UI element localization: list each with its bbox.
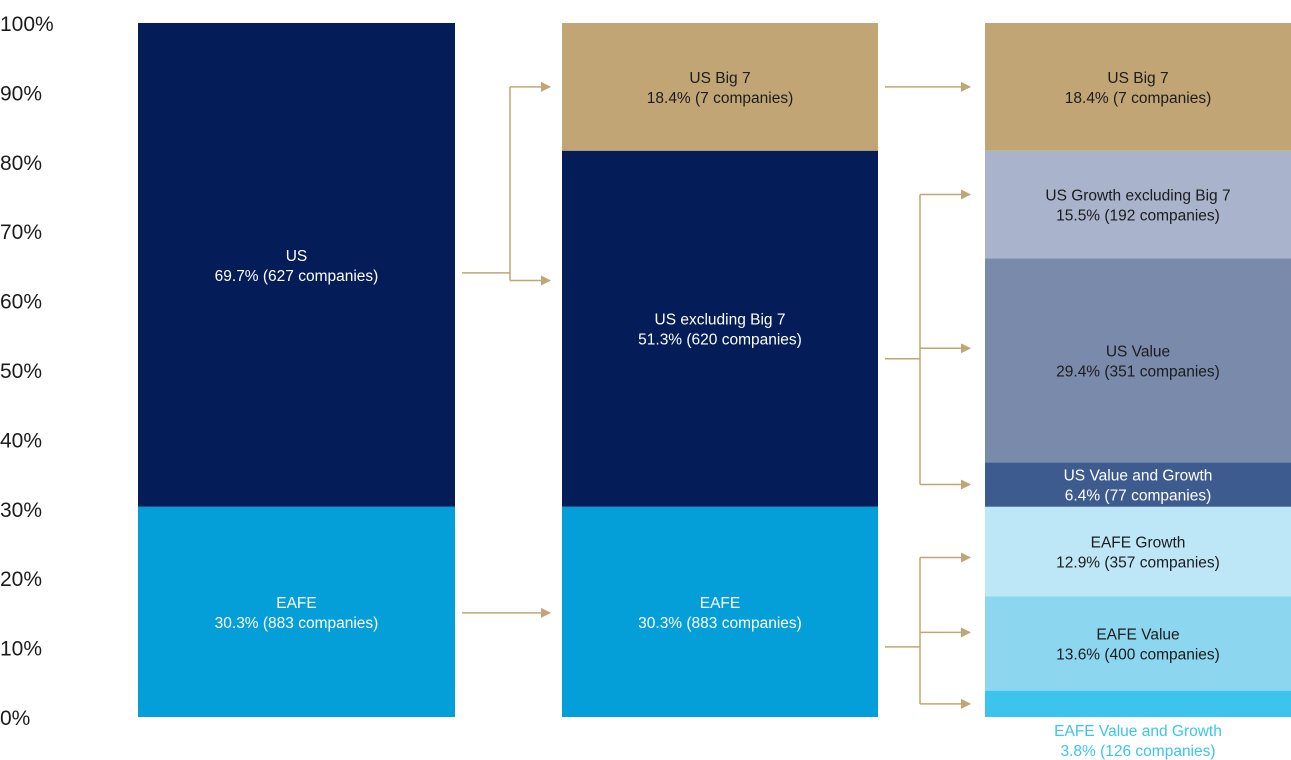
segment-name-us-col1: US — [286, 248, 308, 265]
segment-name-us-excluding-big-7-col2: US excluding Big 7 — [655, 312, 786, 329]
y-tick-label-50: 50% — [0, 360, 42, 383]
y-tick-label-60: 60% — [0, 291, 42, 314]
y-tick-label-80: 80% — [0, 152, 42, 175]
segment-value-eafe-growth-col3: 12.9% (357 companies) — [1056, 554, 1220, 571]
y-tick-label-90: 90% — [0, 82, 42, 105]
segment-labels: EAFE 30.3% (883 companies) US 69.7% (627 co… — [215, 70, 1231, 760]
segment-name-eafe-col1: EAFE — [276, 595, 316, 612]
bar-segment-us-big-7-col3 — [985, 23, 1291, 151]
connector-arrows — [462, 81, 971, 709]
segment-value-us-growth-excluding-big-7-col3: 15.5% (192 companies) — [1056, 207, 1220, 224]
segment-value-us-big-7-col3: 18.4% (7 companies) — [1065, 90, 1211, 107]
segment-value-eafe-value-col3: 13.6% (400 companies) — [1056, 646, 1220, 663]
y-tick-label-40: 40% — [0, 429, 42, 452]
bar-segment-eafe-value-col3 — [985, 596, 1291, 691]
bar-segment-eafe-col1 — [138, 506, 455, 717]
segment-name-eafe-value-col3: EAFE Value — [1096, 626, 1179, 643]
connector-us — [462, 81, 551, 286]
bar-segment-us-value-col3 — [985, 258, 1291, 463]
segment-value-eafe-col1: 30.3% (883 companies) — [215, 615, 379, 632]
bar-segment-us-big-7-col2 — [562, 23, 878, 151]
bar-segment-us-col1 — [138, 23, 455, 507]
y-tick-label-70: 70% — [0, 221, 42, 244]
y-tick-label-30: 30% — [0, 499, 42, 522]
segment-name-us-growth-excluding-big-7-col3: US Growth excluding Big 7 — [1045, 187, 1230, 204]
bar-segment-us-growth-excluding-big-7-col3 — [985, 150, 1291, 259]
segment-value-us-value-and-growth-col3: 6.4% (77 companies) — [1065, 488, 1211, 505]
connector-eafe-2 — [885, 552, 971, 709]
segment-value-eafe-col2: 30.3% (883 companies) — [638, 615, 802, 632]
segment-name-us-big-7-col3: US Big 7 — [1107, 70, 1168, 87]
y-tick-label-10: 10% — [0, 638, 42, 661]
segment-name-eafe-value-and-growth-col3: EAFE Value and Growth — [1054, 723, 1222, 740]
bar-segment-eafe-col2 — [562, 506, 878, 717]
bar-segment-eafe-value-and-growth-col3 — [985, 690, 1291, 717]
segment-name-us-value-col3: US Value — [1106, 343, 1170, 360]
segment-value-us-value-col3: 29.4% (351 companies) — [1056, 363, 1220, 380]
segment-name-us-big-7-col2: US Big 7 — [689, 70, 750, 87]
segment-value-us-excluding-big-7-col2: 51.3% (620 companies) — [638, 332, 802, 349]
bar-segment-eafe-growth-col3 — [985, 506, 1291, 597]
bar-segment-us-excluding-big-7-col2 — [562, 150, 878, 507]
segment-name-us-value-and-growth-col3: US Value and Growth — [1064, 468, 1213, 485]
segment-name-eafe-growth-col3: EAFE Growth — [1091, 534, 1186, 551]
segment-value-us-big-7-col2: 18.4% (7 companies) — [647, 90, 793, 107]
bar-segment-us-value-and-growth-col3 — [985, 462, 1291, 507]
y-tick-label-100: 100% — [0, 13, 54, 36]
bars — [138, 23, 1291, 717]
segment-value-eafe-value-and-growth-col3: 3.8% (126 companies) — [1060, 743, 1215, 760]
segment-name-eafe-col2: EAFE — [700, 595, 740, 612]
segment-value-us-col1: 69.7% (627 companies) — [215, 268, 379, 285]
y-tick-label-0: 0% — [0, 707, 30, 730]
connector-us-ex-big7 — [885, 189, 971, 490]
y-axis: 0% 10% 20% 30% 40% 50% 60% 70% 80% 90% 100% — [0, 13, 54, 730]
y-tick-label-20: 20% — [0, 568, 42, 591]
